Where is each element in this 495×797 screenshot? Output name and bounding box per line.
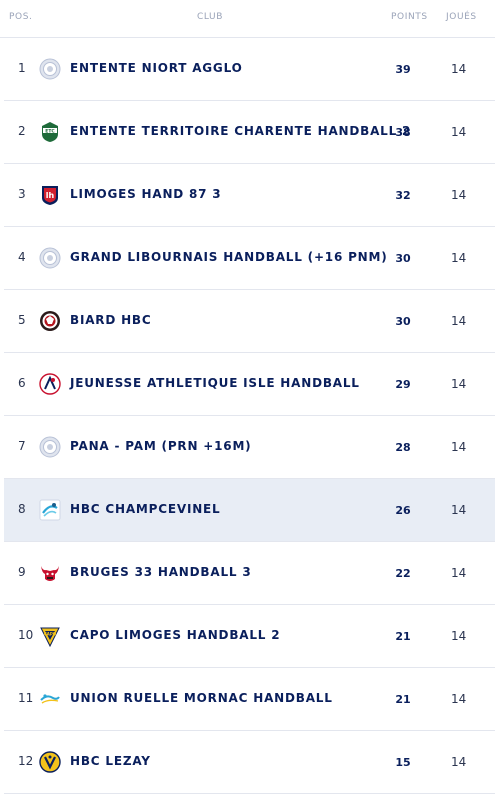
- row-points: 21: [395, 630, 411, 643]
- header-pos: POS.: [9, 12, 33, 22]
- club-name-link[interactable]: HBC LEZAY: [70, 754, 151, 768]
- row-position: 8: [18, 502, 26, 516]
- row-played: 14: [451, 377, 467, 391]
- row-position: 2: [18, 124, 26, 138]
- row-points: 26: [395, 504, 411, 517]
- row-played: 14: [451, 755, 467, 769]
- row-played: 14: [451, 62, 467, 76]
- row-points: 15: [395, 756, 411, 769]
- row-position: 9: [18, 565, 26, 579]
- row-played: 14: [451, 440, 467, 454]
- table-row[interactable]: 5 BIARD HBC 30 14: [4, 290, 495, 353]
- row-position: 6: [18, 376, 26, 390]
- row-position: 5: [18, 313, 26, 327]
- default-club-icon: [39, 247, 61, 269]
- table-row[interactable]: 7 PANA - PAM (PRN +16M) 28 14: [4, 416, 495, 479]
- table-row[interactable]: 6 JEUNESSE ATHLETIQUE ISLE HANDBALL 29 14: [4, 353, 495, 416]
- row-played: 14: [451, 251, 467, 265]
- row-played: 14: [451, 125, 467, 139]
- row-position: 4: [18, 250, 26, 264]
- table-header: POS. CLUB POINTS JOUÉS: [0, 0, 495, 38]
- champcevinel-club-icon: [39, 499, 61, 521]
- row-position: 7: [18, 439, 26, 453]
- row-position: 11: [18, 691, 34, 705]
- club-name-link[interactable]: HBC CHAMPCEVINEL: [70, 502, 221, 516]
- svg-text:ETC: ETC: [45, 128, 55, 134]
- row-points: 32: [395, 189, 411, 202]
- club-name-link[interactable]: GRAND LIBOURNAIS HANDBALL (+16 PNM): [70, 250, 388, 264]
- capo-club-icon: CAPO: [39, 625, 61, 647]
- lezay-club-icon: [39, 751, 61, 773]
- limoges-club-icon: lh: [39, 184, 61, 206]
- row-points: 39: [395, 63, 411, 76]
- row-position: 12: [18, 754, 34, 768]
- row-played: 14: [451, 503, 467, 517]
- etc-club-icon: ETC: [39, 121, 61, 143]
- club-name-link[interactable]: ENTENTE TERRITOIRE CHARENTE HANDBALL 2: [70, 124, 412, 138]
- row-position: 10: [18, 628, 34, 642]
- isle-club-icon: [39, 373, 61, 395]
- header-points: POINTS: [391, 12, 428, 22]
- row-position: 1: [18, 61, 26, 75]
- table-row[interactable]: 12 HBC LEZAY 15 14: [4, 731, 495, 794]
- row-played: 14: [451, 188, 467, 202]
- row-points: 38: [395, 126, 411, 139]
- row-points: 22: [395, 567, 411, 580]
- club-name-link[interactable]: BRUGES 33 HANDBALL 3: [70, 565, 252, 579]
- svg-text:CAPO: CAPO: [44, 632, 57, 637]
- header-played: JOUÉS: [446, 12, 477, 22]
- default-club-icon: [39, 58, 61, 80]
- club-name-link[interactable]: PANA - PAM (PRN +16M): [70, 439, 252, 453]
- row-points: 29: [395, 378, 411, 391]
- club-name-link[interactable]: UNION RUELLE MORNAC HANDBALL: [70, 691, 333, 705]
- default-club-icon: [39, 436, 61, 458]
- bruges-club-icon: [39, 562, 61, 584]
- table-row[interactable]: 8 HBC CHAMPCEVINEL 26 14: [4, 479, 495, 542]
- table-body: 1 ENTENTE NIORT AGGLO 39 14 2 ETC ENTENTE TERR…: [0, 38, 495, 794]
- table-row[interactable]: 10 CAPO CAPO LIMOGES HANDBALL 2 21 14: [4, 605, 495, 668]
- club-name-link[interactable]: JEUNESSE ATHLETIQUE ISLE HANDBALL: [70, 376, 360, 390]
- row-played: 14: [451, 692, 467, 706]
- row-points: 30: [395, 315, 411, 328]
- ruelle-club-icon: [39, 688, 61, 710]
- row-played: 14: [451, 314, 467, 328]
- club-name-link[interactable]: CAPO LIMOGES HANDBALL 2: [70, 628, 281, 642]
- header-club: CLUB: [197, 12, 224, 22]
- biard-club-icon: [39, 310, 61, 332]
- row-points: 21: [395, 693, 411, 706]
- club-name-link[interactable]: ENTENTE NIORT AGGLO: [70, 61, 243, 75]
- club-name-link[interactable]: BIARD HBC: [70, 313, 152, 327]
- row-position: 3: [18, 187, 26, 201]
- row-played: 14: [451, 566, 467, 580]
- table-row[interactable]: 1 ENTENTE NIORT AGGLO 39 14: [4, 38, 495, 101]
- table-row[interactable]: 11 UNION RUELLE MORNAC HANDBALL 21 14: [4, 668, 495, 731]
- table-row[interactable]: 3 lh LIMOGES HAND 87 3 32 14: [4, 164, 495, 227]
- row-played: 14: [451, 629, 467, 643]
- table-row[interactable]: 9 BRUGES 33 HANDBALL 3 22 14: [4, 542, 495, 605]
- row-points: 30: [395, 252, 411, 265]
- club-name-link[interactable]: LIMOGES HAND 87 3: [70, 187, 222, 201]
- svg-text:lh: lh: [46, 191, 55, 200]
- table-row[interactable]: 2 ETC ENTENTE TERRITOIRE CHARENTE HANDBALL…: [4, 101, 495, 164]
- table-row[interactable]: 4 GRAND LIBOURNAIS HANDBALL (+16 PNM) 30 14: [4, 227, 495, 290]
- row-points: 28: [395, 441, 411, 454]
